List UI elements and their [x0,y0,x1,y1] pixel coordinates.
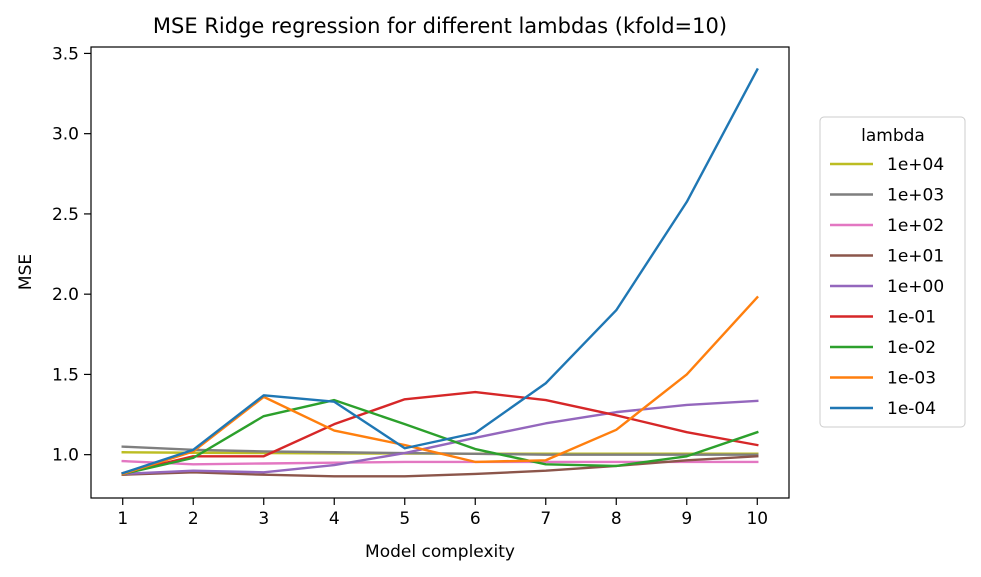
y-tick-label: 2.5 [52,205,79,225]
legend-label: 1e+01 [887,247,944,267]
x-tick-label: 4 [329,509,340,529]
axis-ticks: 1 2 3 4 5 6 7 8 9 10 1.0 1.5 2.0 2.5 3.0 3.5 [52,44,768,529]
series-line-1e-04 [121,67,759,475]
x-tick-label: 2 [188,509,199,529]
chart-title: MSE Ridge regression for different lambd… [153,14,727,38]
y-axis-label: MSE [16,254,36,290]
series-line-1e+00 [121,399,759,476]
legend-entries: 1e+04 1e+03 1e+02 1e+01 1e+00 1e-01 1e-02 1e-03… [830,155,944,419]
x-axis-label: Model complexity [365,542,515,562]
x-tick-label: 7 [540,509,551,529]
series-line-1e-02 [121,398,759,476]
series-line-1e+01 [121,455,759,478]
legend-label: 1e-01 [887,308,936,328]
legend-title: lambda [861,126,925,146]
plot-area [91,47,789,498]
y-tick-label: 1.5 [52,365,79,385]
x-tick-label: 9 [681,509,692,529]
series-lines [121,67,759,478]
legend-label: 1e-03 [887,369,936,389]
y-tick-label: 3.0 [52,125,79,145]
x-tick-label: 1 [117,509,128,529]
x-tick-label: 8 [611,509,622,529]
legend-label: 1e+00 [887,277,944,297]
legend-label: 1e-04 [887,399,936,419]
x-tick-label: 10 [746,509,768,529]
x-tick-label: 3 [258,509,269,529]
x-tick-label: 5 [399,509,410,529]
series-line-1e-01 [121,390,759,475]
x-tick-label: 6 [470,509,481,529]
y-tick-label: 1.0 [52,446,79,466]
y-tick-label: 3.5 [52,44,79,64]
legend-label: 1e-02 [887,338,936,358]
y-tick-label: 2.0 [52,285,79,305]
legend-label: 1e+04 [887,155,944,175]
legend-label: 1e+03 [887,186,944,206]
series-line-1e-03 [121,295,759,476]
legend: lambda 1e+04 1e+03 1e+02 1e+01 1e+00 1e-01 1e-… [819,116,966,428]
legend-label: 1e+02 [887,216,944,236]
plot-frame [90,46,790,499]
